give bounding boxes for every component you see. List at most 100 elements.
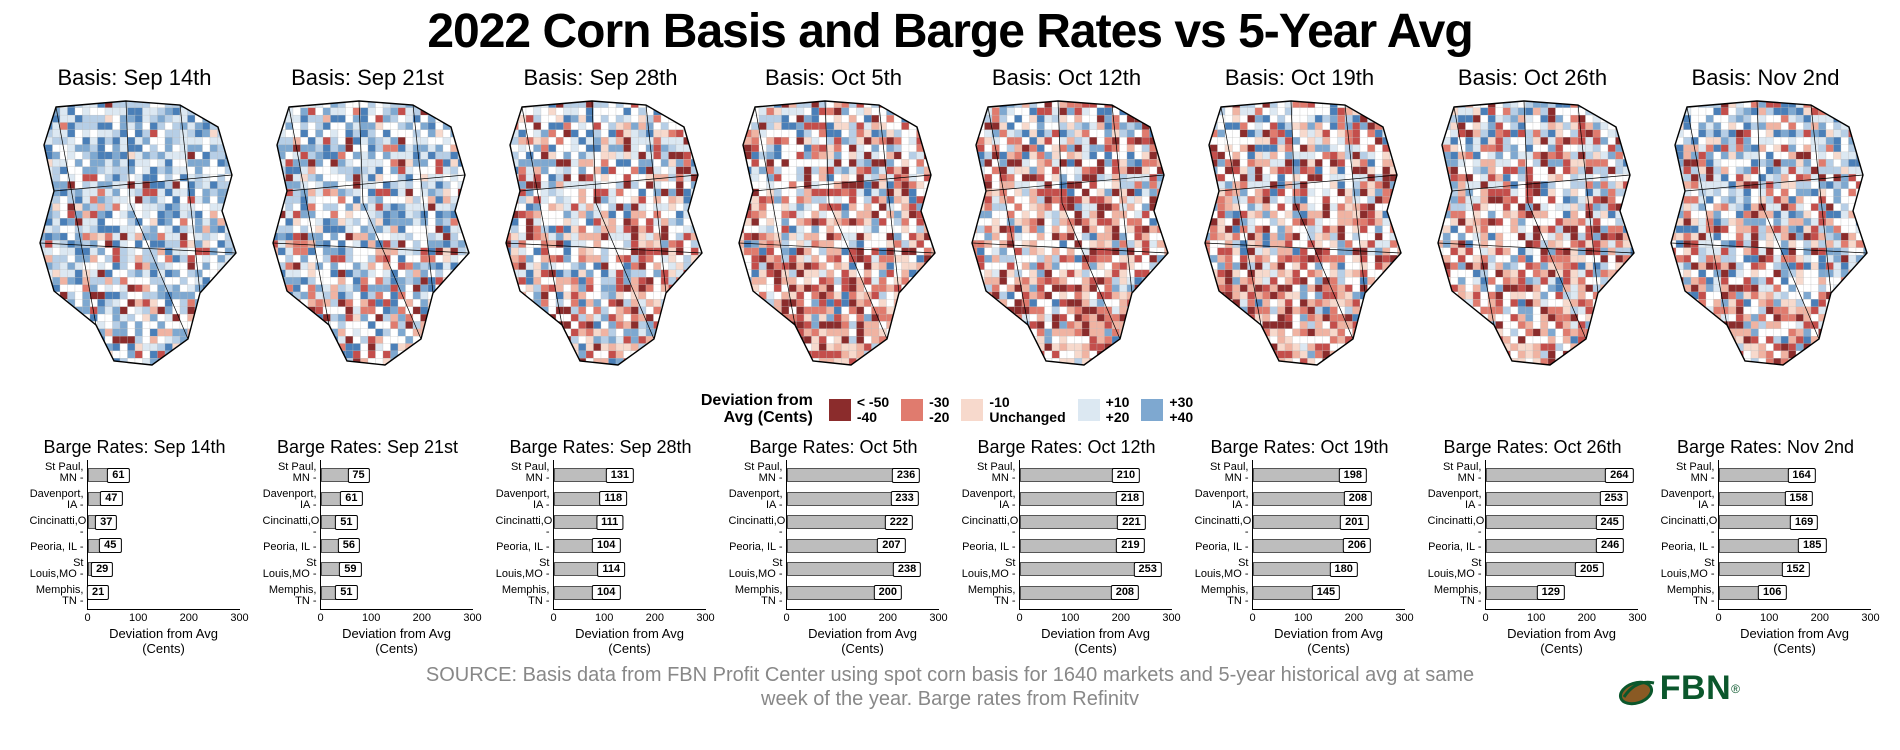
chart-title: Barge Rates: Sep 28th: [509, 437, 691, 458]
bar-value-label: 200: [874, 585, 902, 600]
legend-item: -30-20: [901, 395, 949, 424]
bar-row: 131: [554, 466, 706, 484]
bar: [1253, 492, 1358, 506]
x-tick-label: 0: [550, 612, 556, 624]
chart-x-ticks: 0100200300: [1486, 610, 1638, 624]
x-tick-label: 200: [180, 612, 198, 624]
chart-y-axis: St Paul, MN -Davenport, IA -Cincinatti,O…: [496, 460, 554, 610]
bar-row: 210: [1020, 466, 1172, 484]
legend-label: +10+20: [1106, 395, 1130, 424]
bar-value-label: 180: [1330, 562, 1358, 577]
x-tick-label: 200: [1578, 612, 1596, 624]
y-category-label: Davenport, IA -: [1428, 489, 1482, 511]
bar: [1020, 492, 1130, 506]
bar-value-label: 238: [893, 562, 921, 577]
chart-y-axis: St Paul, MN -Davenport, IA -Cincinatti,O…: [1428, 460, 1486, 610]
leaf-icon: [1616, 667, 1660, 711]
bar-row: 222: [787, 513, 939, 531]
chart-x-axis: 0100200300 Deviation from Avg (Cents): [962, 610, 1172, 644]
bar-row: 61: [321, 490, 473, 508]
y-category-label: Cincinatti,OH -: [1428, 516, 1482, 538]
chart-x-ticks: 0100200300: [1020, 610, 1172, 624]
x-tick-label: 200: [413, 612, 431, 624]
bar: [787, 468, 907, 482]
bar-row: 118: [554, 490, 706, 508]
chart-y-axis: St Paul, MN -Davenport, IA -Cincinatti,O…: [1661, 460, 1719, 610]
bar-value-label: 198: [1339, 468, 1367, 483]
y-category-label: Davenport, IA -: [962, 489, 1016, 511]
map-title: Basis: Oct 12th: [992, 65, 1141, 91]
footer: SOURCE: Basis data from FBN Profit Cente…: [0, 663, 1900, 711]
bar-row: 180: [1253, 560, 1405, 578]
bar: [1253, 515, 1355, 529]
x-tick-label: 100: [1294, 612, 1312, 624]
bar-row: 253: [1486, 490, 1638, 508]
y-category-label: St Louis,MO -: [1661, 558, 1715, 580]
map-panel: Basis: Oct 19th: [1187, 65, 1412, 385]
bar-row: 59: [321, 560, 473, 578]
bar-value-label: 29: [91, 562, 113, 577]
bar-value-label: 114: [597, 562, 625, 577]
legend-label: +30+40: [1169, 395, 1193, 424]
bar-row: 238: [787, 560, 939, 578]
bar-row: 245: [1486, 513, 1638, 531]
chart-area: St Paul, MN -Davenport, IA -Cincinatti,O…: [30, 460, 240, 610]
chart-x-label: Deviation from Avg (Cents): [554, 626, 706, 656]
bar-row: 111: [554, 513, 706, 531]
bar-value-label: 201: [1340, 515, 1368, 530]
bar: [1020, 586, 1125, 600]
bar-row: 145: [1253, 584, 1405, 602]
bar-value-label: 56: [338, 538, 360, 553]
y-category-label: Davenport, IA -: [729, 489, 783, 511]
bar-value-label: 145: [1312, 585, 1340, 600]
bar-row: 208: [1020, 584, 1172, 602]
x-tick-label: 300: [230, 612, 248, 624]
x-tick-label: 300: [696, 612, 714, 624]
bar: [1020, 515, 1132, 529]
chart-x-ticks: 0100200300: [1719, 610, 1871, 624]
bar-value-label: 222: [885, 515, 913, 530]
map-panel: Basis: Sep 21st: [255, 65, 480, 385]
y-category-label: Memphis, TN -: [729, 585, 783, 607]
bar-chart-panel: Barge Rates: Oct 12th St Paul, MN -Daven…: [954, 437, 1179, 667]
chart-x-axis: 0100200300 Deviation from Avg (Cents): [1428, 610, 1638, 644]
y-category-label: St Louis,MO -: [263, 558, 317, 580]
x-tick-label: 200: [1345, 612, 1363, 624]
chart-y-axis: St Paul, MN -Davenport, IA -Cincinatti,O…: [962, 460, 1020, 610]
y-category-label: St Louis,MO -: [30, 558, 84, 580]
y-category-label: Davenport, IA -: [1661, 489, 1715, 511]
y-category-label: Peoria, IL -: [263, 542, 317, 553]
y-category-label: Memphis, TN -: [962, 585, 1016, 607]
x-tick-label: 100: [595, 612, 613, 624]
y-category-label: St Louis,MO -: [1428, 558, 1482, 580]
x-tick-label: 100: [1760, 612, 1778, 624]
map-panel: Basis: Sep 28th: [488, 65, 713, 385]
chart-y-axis: St Paul, MN -Davenport, IA -Cincinatti,O…: [263, 460, 321, 610]
bar-row: 264: [1486, 466, 1638, 484]
x-tick-label: 0: [783, 612, 789, 624]
bar-row: 169: [1719, 513, 1871, 531]
x-tick-label: 0: [1482, 612, 1488, 624]
bar-row: 253: [1020, 560, 1172, 578]
map-title: Basis: Sep 21st: [291, 65, 444, 91]
map-panel: Basis: Oct 12th: [954, 65, 1179, 385]
bar-value-label: 45: [99, 538, 121, 553]
chart-title: Barge Rates: Nov 2nd: [1677, 437, 1854, 458]
bar-row: 61: [88, 466, 240, 484]
chart-x-axis: 0100200300 Deviation from Avg (Cents): [1661, 610, 1871, 644]
bar-value-label: 207: [877, 538, 905, 553]
bar-value-label: 75: [347, 468, 369, 483]
bar-value-label: 169: [1790, 515, 1818, 530]
y-category-label: Cincinatti,OH -: [1195, 516, 1249, 538]
chart-x-label: Deviation from Avg (Cents): [321, 626, 473, 656]
bar: [787, 515, 899, 529]
chart-x-ticks: 0100200300: [88, 610, 240, 624]
y-category-label: St Paul, MN -: [30, 462, 84, 484]
bar-row: 37: [88, 513, 240, 531]
bar: [1020, 539, 1131, 553]
chart-area: St Paul, MN -Davenport, IA -Cincinatti,O…: [1428, 460, 1638, 610]
chart-x-axis: 0100200300 Deviation from Avg (Cents): [496, 610, 706, 644]
bar-row: 106: [1719, 584, 1871, 602]
x-tick-label: 300: [463, 612, 481, 624]
chart-area: St Paul, MN -Davenport, IA -Cincinatti,O…: [729, 460, 939, 610]
